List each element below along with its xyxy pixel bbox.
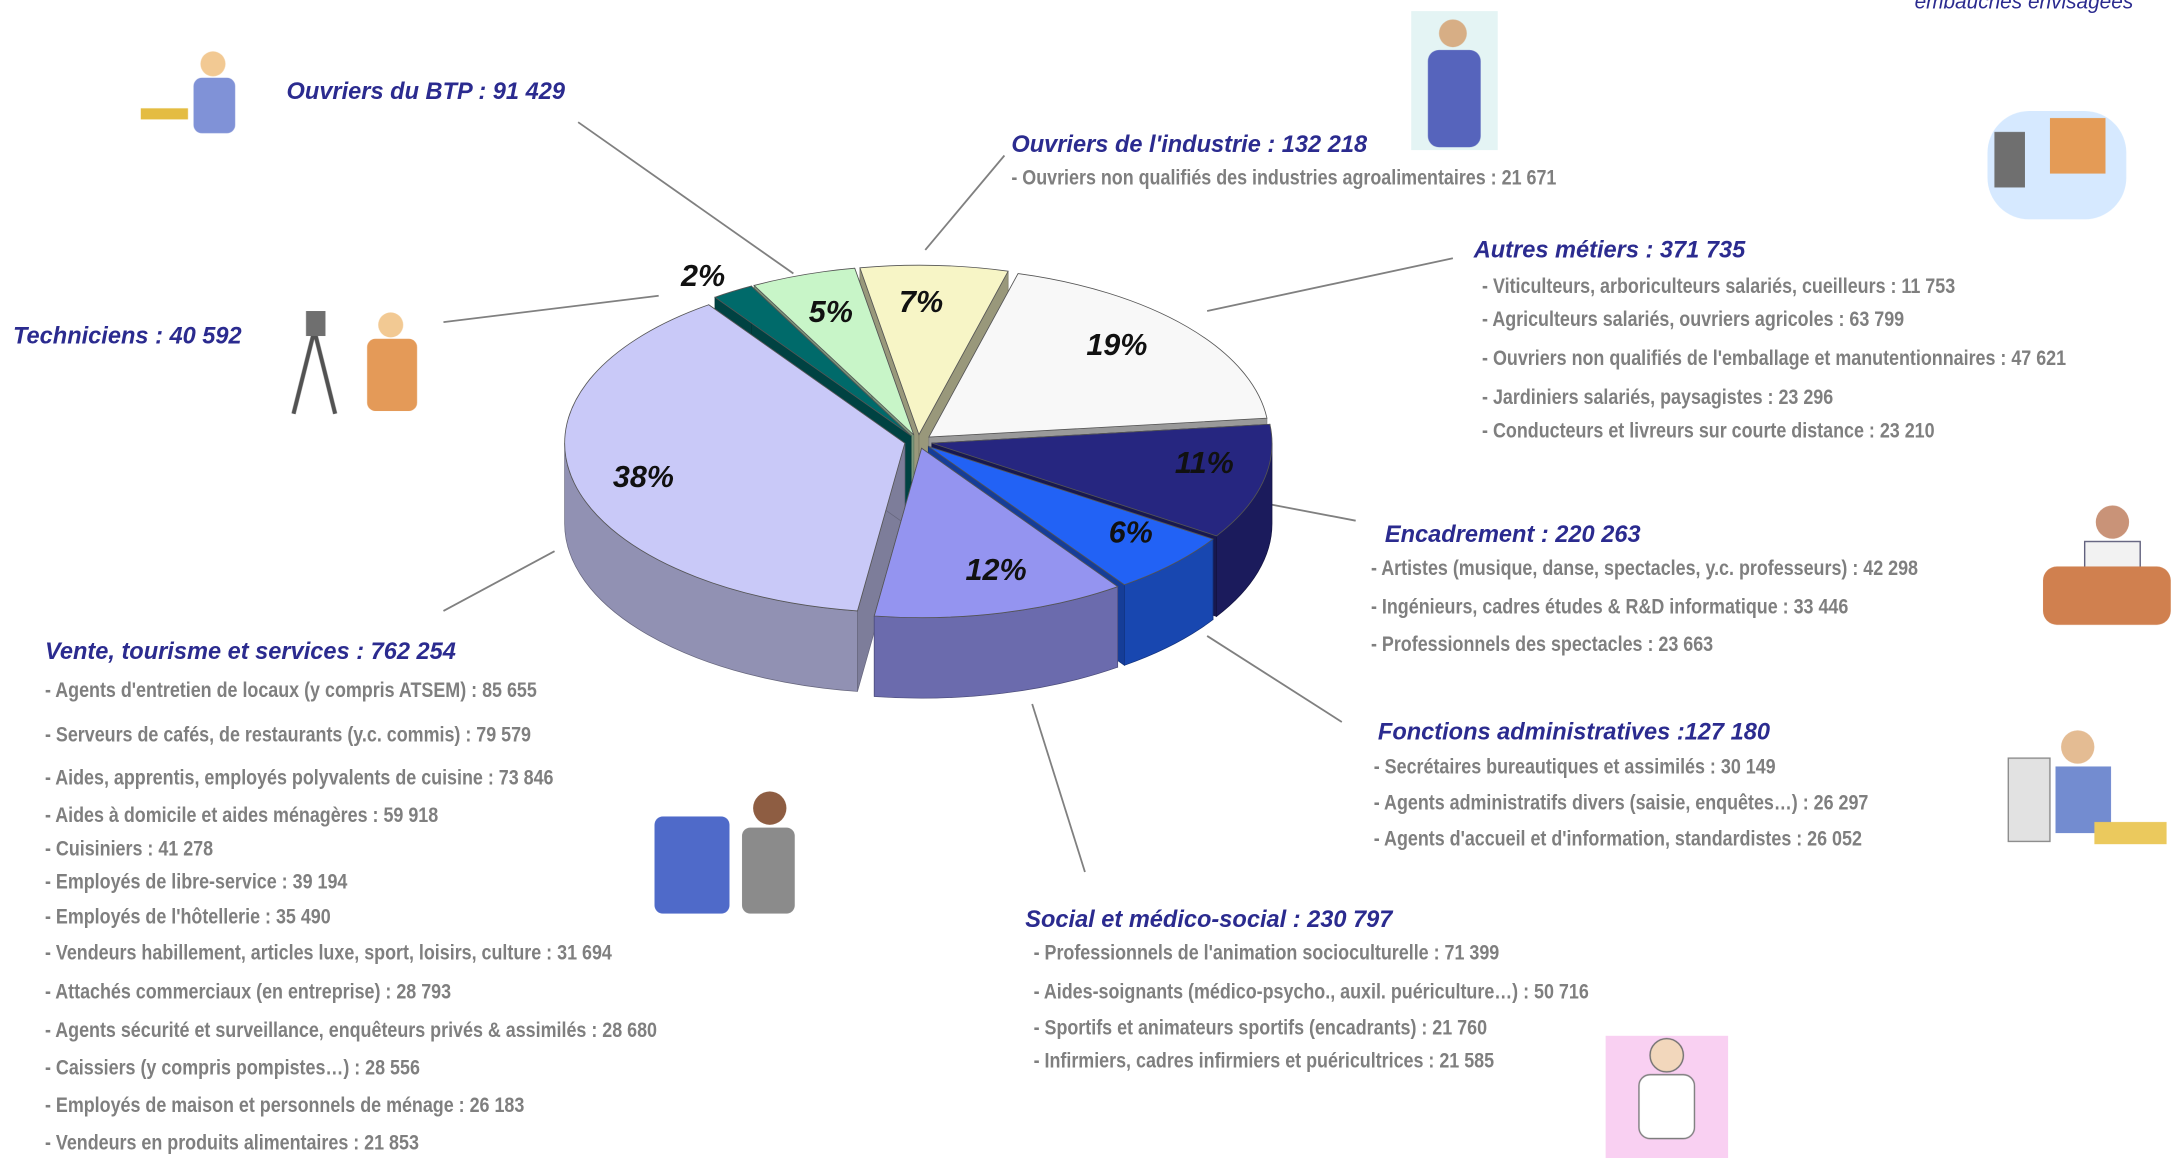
detail-item: - Sportifs et animateurs sportifs (encad… — [1034, 1016, 1487, 1040]
note: embauches envisagées — [1915, 0, 2134, 13]
slice — [859, 264, 1009, 436]
slice — [928, 445, 1214, 586]
detail-item: - Professionnels de l'animation sociocul… — [1034, 941, 1500, 965]
detail-item: - Conducteurs et livreurs sur courte dis… — [1482, 419, 1935, 443]
slice-label: 12% — [966, 553, 1027, 587]
category-heading: Encadrement : 220 263 — [1385, 522, 1641, 548]
detail-item: - Vendeurs habillement, articles luxe, s… — [45, 941, 612, 965]
category-heading: Vente, tourisme et services : 762 254 — [45, 639, 456, 665]
detail-item: - Aides, apprentis, employés polyvalents… — [45, 766, 554, 790]
detail-item: - Employés de libre-service : 39 194 — [45, 870, 348, 894]
detail-item: - Viticulteurs, arboriculteurs salariés,… — [1482, 275, 1955, 299]
detail-item: - Vendeurs en produits alimentaires : 21… — [45, 1131, 419, 1155]
detail-item: - Aides à domicile et aides ménagères : … — [45, 804, 438, 828]
leader-line — [443, 294, 659, 324]
detail-item: - Ouvriers non qualifiés de l'emballage … — [1482, 347, 2066, 371]
category-heading: Ouvriers de l'industrie : 132 218 — [1011, 132, 1368, 158]
detail-item: - Attachés commerciaux (en entreprise) :… — [45, 980, 451, 1004]
detail-item: - Serveurs de cafés, de restaurants (y.c… — [45, 723, 531, 747]
detail-item: - Agents d'entretien de locaux (y compri… — [45, 679, 537, 703]
slice — [714, 285, 912, 436]
leader-line — [1031, 703, 1086, 873]
category-heading: Social et médico-social : 230 797 — [1025, 907, 1394, 933]
category-heading: Fonctions administratives :127 180 — [1378, 719, 1770, 745]
slice-label: 6% — [1109, 516, 1153, 550]
slice-label: 38% — [613, 460, 674, 494]
slice-label: 2% — [680, 259, 725, 293]
leader-line — [443, 550, 555, 612]
leader-line — [1268, 503, 1356, 522]
detail-item: - Ingénieurs, cadres études & R&D inform… — [1371, 595, 1849, 619]
detail-item: - Agents administratifs divers (saisie, … — [1374, 791, 1869, 815]
detail-item: - Cuisiniers : 41 278 — [45, 837, 213, 861]
detail-item: - Caissiers (y compris pompistes…) : 28 … — [45, 1056, 420, 1080]
slice-label: 11% — [1175, 446, 1234, 480]
slice — [564, 304, 906, 612]
leader-line — [924, 154, 1006, 251]
detail-item: - Infirmiers, cadres infirmiers et puéri… — [1034, 1049, 1495, 1073]
detail-item: - Agents d'accueil et d'information, sta… — [1374, 827, 1862, 851]
icons — [140, 11, 2171, 1158]
slice-label: 5% — [809, 295, 853, 329]
detail-item: - Employés de maison et personnels de mé… — [45, 1094, 525, 1118]
category-heading: Techniciens : 40 592 — [13, 324, 242, 350]
category-heading: Ouvriers du BTP : 91 429 — [287, 79, 566, 105]
leader-lines — [443, 121, 1454, 873]
detail-item: - Aides-soignants (médico-psycho., auxil… — [1034, 980, 1589, 1004]
category-heading: Autres métiers : 371 735 — [1473, 238, 1746, 264]
slice — [931, 423, 1273, 537]
detail-item: - Jardiniers salariés, paysagistes : 23 … — [1482, 386, 1833, 410]
slice — [753, 267, 915, 436]
detail-item: - Professionnels des spectacles : 23 663 — [1371, 633, 1713, 657]
slice-label: 7% — [899, 285, 943, 319]
slice-group — [873, 447, 1119, 699]
annotations: Ouvriers de l'industrie : 132 218 - Ouvri… — [13, 79, 2066, 1155]
slice-label: 19% — [1086, 328, 1147, 362]
leader-line — [1206, 257, 1454, 312]
detail-item: - Artistes (musique, danse, spectacles, … — [1371, 557, 1918, 581]
slice — [873, 447, 1119, 619]
leader-line — [1206, 635, 1343, 723]
pie: 7% 19% 11% 6% 12% 38% 2% 5% — [564, 259, 1273, 699]
detail-item: - Agriculteurs salariés, ouvriers agrico… — [1482, 308, 1904, 332]
detail-item: - Secrétaires bureautiques et assimilés … — [1374, 755, 1776, 779]
leader-line — [577, 121, 794, 275]
detail-item: - Employés de l'hôtellerie : 35 490 — [45, 905, 331, 929]
slice-group — [564, 304, 906, 692]
slice — [928, 273, 1268, 438]
detail-item: - Agents sécurité et surveillance, enquê… — [45, 1019, 657, 1043]
detail-item: - Ouvriers non qualifiés des industries … — [1011, 166, 1556, 190]
